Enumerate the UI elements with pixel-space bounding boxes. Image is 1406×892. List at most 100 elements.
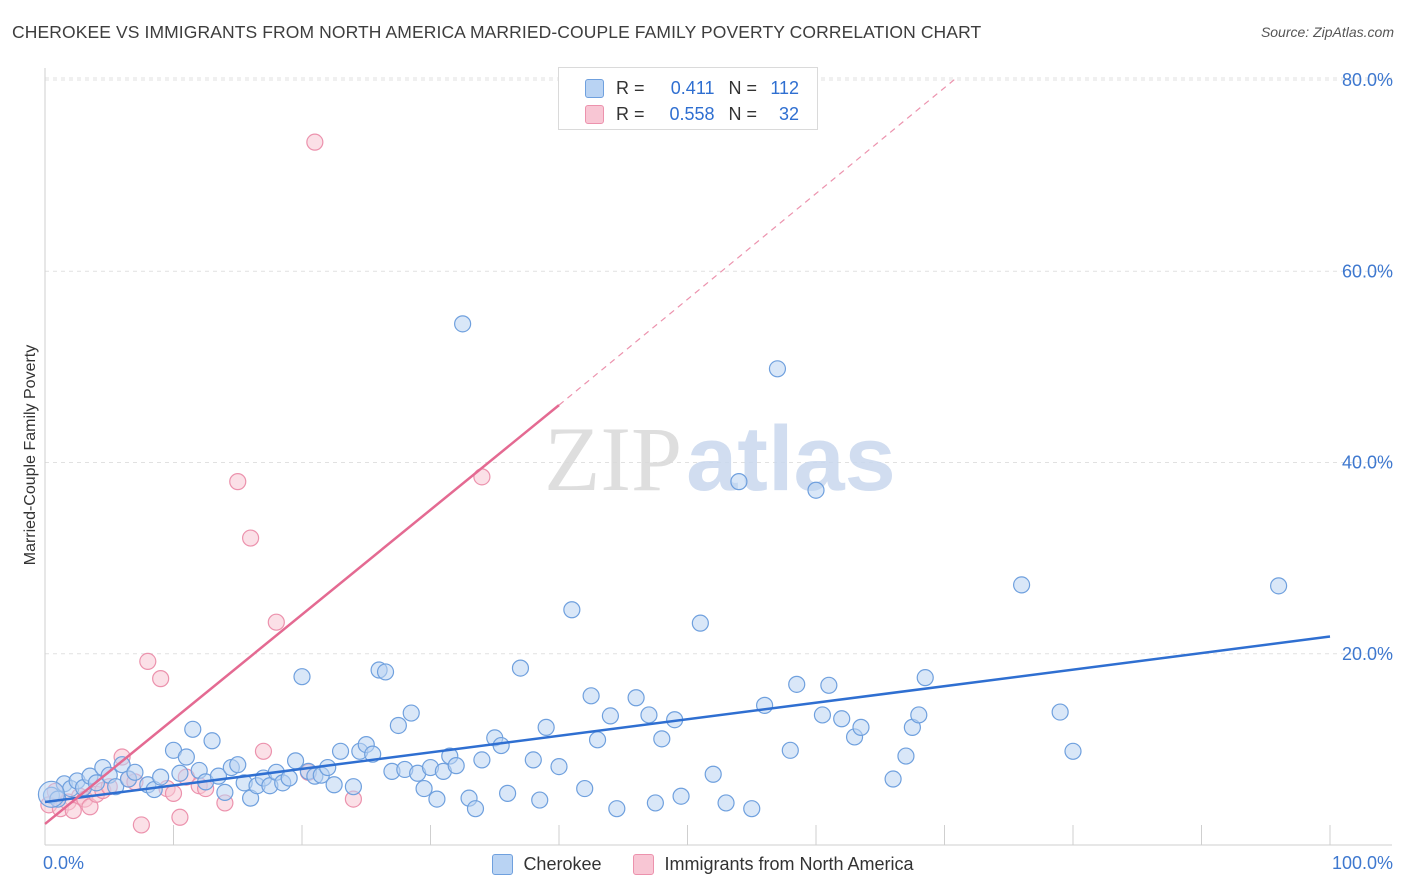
cherokee-point — [216, 783, 234, 802]
immigrants-point — [171, 808, 189, 826]
tick-labels: 20.0% 40.0% 60.0% 80.0% 0.0% 100.0% — [43, 70, 1393, 873]
cherokee-legend-swatch — [492, 853, 514, 875]
cherokee-point — [788, 675, 806, 693]
immigrants-point — [139, 652, 157, 671]
cherokee-point — [428, 790, 446, 808]
cherokee-point — [389, 716, 407, 735]
cherokee-point — [743, 800, 761, 818]
cherokee-point — [640, 706, 658, 724]
legend-row-cherokee: R = 0.411 N = 112 — [585, 76, 799, 100]
cherokee-point — [582, 687, 600, 705]
cherokee-point — [473, 751, 491, 769]
cherokee-point — [672, 787, 690, 805]
cherokee-point — [563, 601, 581, 619]
cherokee-point — [331, 742, 350, 760]
r-label: R = — [616, 103, 645, 124]
y-tick-label: 40.0% — [1342, 453, 1393, 473]
cherokee-point — [492, 736, 510, 755]
cherokee-point — [1064, 742, 1082, 760]
r-label: R = — [616, 77, 645, 98]
cherokee-point — [344, 778, 362, 796]
n-label: N = — [728, 77, 758, 98]
cherokee-point — [833, 710, 851, 728]
cherokee-point — [781, 741, 799, 759]
immigrants-point — [152, 670, 170, 688]
cherokee-point — [730, 473, 748, 491]
x-tick-label: 0.0% — [43, 853, 84, 873]
legend-row-immigrants: R = 0.558 N = 32 — [585, 102, 799, 126]
series-legend: Cherokee Immigrants from North America — [0, 851, 1406, 877]
cherokee-point — [107, 778, 125, 796]
cherokee-point — [627, 689, 645, 707]
cherokee-point — [286, 752, 305, 770]
cherokee-point — [717, 794, 735, 812]
y-tick-label: 80.0% — [1342, 70, 1393, 90]
legend-item-immigrants: Immigrants from North America — [633, 853, 914, 875]
immigrants-n-value: 32 — [779, 103, 800, 124]
cherokee-point — [203, 732, 221, 750]
cherokee-point — [524, 751, 542, 769]
cherokee-point — [704, 765, 722, 783]
cherokee-point — [171, 764, 189, 782]
cherokee-point — [511, 659, 530, 677]
cherokee-point — [576, 779, 594, 798]
immigrants-trend-line — [44, 404, 560, 825]
axes — [44, 68, 1392, 846]
immigrants-point — [254, 742, 273, 760]
cherokee-points — [37, 315, 1288, 818]
immigrants-point — [306, 133, 324, 151]
cherokee-point — [691, 614, 709, 632]
immigrants-swatch — [585, 104, 604, 124]
cherokee-point — [447, 757, 465, 775]
cherokee-point — [415, 779, 433, 798]
cherokee-point — [910, 706, 928, 724]
trend-lines — [44, 76, 1331, 825]
immigrants-point — [164, 784, 183, 802]
chart-title: CHEROKEE VS IMMIGRANTS FROM NORTH AMERIC… — [12, 22, 982, 42]
cherokee-point — [454, 315, 472, 333]
watermark: ZIPatlas — [544, 408, 896, 510]
x-tick-label: 100.0% — [1332, 853, 1393, 873]
immigrants-trend-extension — [558, 76, 958, 406]
cherokee-point — [646, 794, 664, 812]
cherokee-point — [588, 731, 607, 749]
cherokee-point — [531, 791, 549, 809]
cherokee-n-value: 112 — [770, 77, 800, 98]
cherokee-point — [897, 747, 915, 765]
cherokee-point — [884, 770, 902, 788]
legend-item-cherokee: Cherokee — [492, 853, 602, 875]
cherokee-point — [608, 800, 626, 818]
correlation-legend: R = 0.411 N = 112 R = 0.558 N = 32 — [558, 67, 818, 130]
cherokee-point — [184, 720, 202, 738]
cherokee-point — [293, 668, 311, 686]
immigrants-legend-label: Immigrants from North America — [664, 853, 914, 874]
cherokee-point — [499, 784, 517, 802]
immigrants-point — [132, 816, 150, 834]
immigrants-legend-swatch — [633, 853, 655, 875]
cherokee-point — [813, 706, 832, 724]
cherokee-point — [768, 360, 787, 378]
immigrants-point — [64, 801, 82, 820]
cherokee-point — [37, 780, 66, 808]
immigrants-point — [267, 613, 285, 631]
cherokee-swatch — [585, 78, 604, 98]
cherokee-point — [852, 718, 870, 736]
y-tick-label: 60.0% — [1342, 261, 1393, 281]
immigrants-points — [40, 133, 491, 834]
cherokee-point — [820, 676, 838, 694]
cherokee-point — [807, 481, 825, 499]
cherokee-point — [402, 704, 420, 722]
cherokee-point — [537, 718, 555, 736]
cherokee-trend-line — [44, 635, 1331, 804]
cherokee-point — [1012, 576, 1031, 594]
cherokee-point — [550, 757, 568, 776]
cherokee-point — [177, 748, 195, 766]
source-label: Source: ZipAtlas.com — [1260, 24, 1394, 40]
cherokee-point — [1269, 577, 1288, 595]
cherokee-point — [466, 800, 485, 818]
cherokee-legend-label: Cherokee — [523, 853, 602, 874]
cherokee-point — [325, 776, 343, 794]
cherokee-point — [152, 768, 170, 786]
immigrants-r-value: 0.558 — [669, 103, 715, 124]
